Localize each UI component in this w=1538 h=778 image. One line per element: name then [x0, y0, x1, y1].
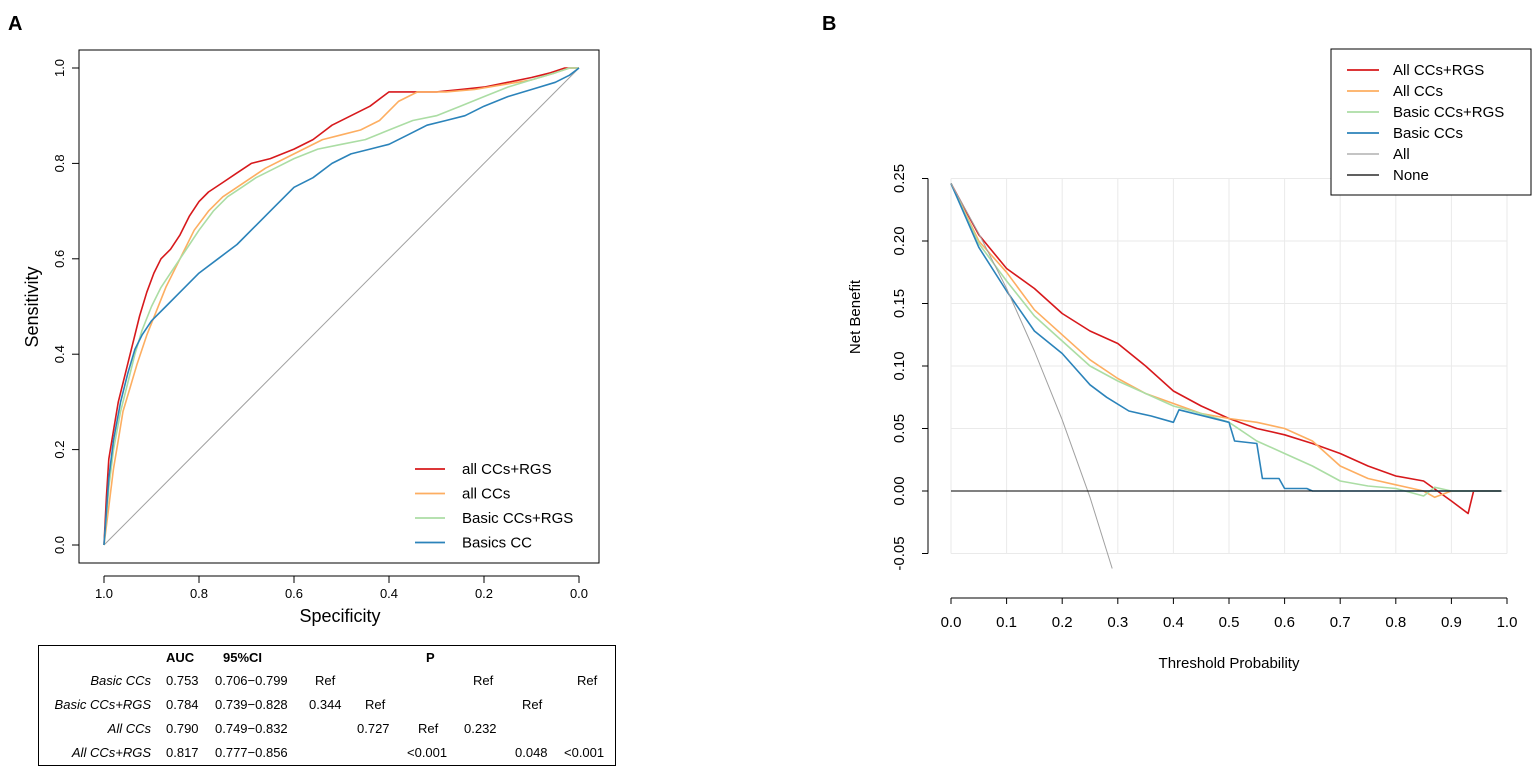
table-cell-p: Ref	[315, 673, 336, 688]
dca-y-axis: -0.05 0.00 0.05 0.10 0.15 0.20 0.25	[891, 164, 929, 571]
dca-y-tick-label: 0.05	[891, 414, 908, 443]
roc-x-tick-label: 0.0	[570, 586, 588, 601]
roc-x-tick-label: 0.8	[190, 586, 208, 601]
roc-y-axis: 0.0 0.2 0.4 0.6 0.8 1.0	[52, 59, 80, 554]
table-cell-auc: 0.784	[166, 697, 199, 712]
roc-x-tick-label: 0.2	[475, 586, 493, 601]
roc-legend-item: all CCs	[462, 486, 510, 503]
dca-series-all-ccs	[950, 183, 1502, 499]
roc-y-axis-label: Sensitivity	[22, 266, 42, 347]
table-cell-ci: 0.739−0.828	[215, 697, 288, 712]
dca-x-tick-label: 0.0	[941, 614, 962, 631]
dca-y-tick-label: 0.00	[891, 476, 908, 505]
table-cell-p: Ref	[577, 673, 598, 688]
table-cell-auc: 0.817	[166, 745, 199, 760]
roc-legend: all CCs+RGS all CCs Basic CCs+RGS Basics CC	[415, 461, 573, 552]
table-cell-auc: 0.790	[166, 721, 199, 736]
table-cell-ci: 0.749−0.832	[215, 721, 288, 736]
panel-label-b: B	[822, 13, 836, 35]
table-cell-p: Ref	[473, 673, 494, 688]
roc-x-tick-label: 1.0	[95, 586, 113, 601]
dca-series-basic-ccs-rgs	[950, 183, 1502, 497]
dca-x-tick-label: 0.1	[996, 614, 1017, 631]
roc-reference-line	[103, 67, 580, 546]
table-cell-p: 0.727	[357, 721, 390, 736]
table-header-p: P	[426, 650, 435, 665]
dca-y-tick-label: 0.15	[891, 289, 908, 318]
table-row-label: Basic CCs	[90, 673, 151, 688]
roc-series-basic-ccs-rgs	[103, 67, 579, 546]
table-cell-p: Ref	[365, 697, 386, 712]
table-cell-ci: 0.706−0.799	[215, 673, 288, 688]
dca-legend-item: Basic CCs+RGS	[1393, 104, 1504, 121]
table-cell-p: 0.232	[464, 721, 497, 736]
roc-series-all-ccs	[103, 67, 579, 546]
dca-x-tick-label: 0.6	[1274, 614, 1295, 631]
dca-y-axis-label: Net Benefit	[847, 279, 864, 354]
table-cell-p: Ref	[522, 697, 543, 712]
dca-x-tick-label: 0.8	[1385, 614, 1406, 631]
dca-x-axis: 0.0 0.1 0.2 0.3 0.4 0.5 0.6 0.7 0.8 0.9 1.0	[941, 597, 1518, 631]
dca-series-basic-ccs	[950, 183, 1502, 492]
roc-legend-item: Basic CCs+RGS	[462, 510, 573, 527]
dca-y-tick-label: 0.20	[891, 226, 908, 255]
auc-comparison-table: AUC 95%CI P Basic CCs 0.753 0.706−0.799 …	[38, 645, 616, 766]
roc-y-tick-label: 1.0	[52, 59, 67, 77]
dca-x-tick-label: 0.9	[1441, 614, 1462, 631]
table-row-label: All CCs+RGS	[71, 745, 151, 760]
table-cell-p: <0.001	[564, 745, 605, 760]
dca-x-axis-label: Threshold Probability	[1159, 655, 1300, 672]
table-cell-p: <0.001	[407, 745, 448, 760]
dca-x-tick-label: 0.4	[1163, 614, 1184, 631]
dca-legend: All CCs+RGS All CCs Basic CCs+RGS Basic CCs…	[1330, 48, 1532, 196]
roc-y-tick-label: 0.6	[52, 250, 67, 268]
roc-y-tick-label: 0.4	[52, 345, 67, 363]
dca-grid	[950, 178, 1508, 554]
roc-series-all-ccs-rgs	[103, 67, 579, 546]
dca-series-all	[950, 183, 1113, 569]
table-cell-p: 0.048	[515, 745, 548, 760]
roc-series-basics-cc	[103, 67, 580, 546]
dca-x-tick-label: 0.2	[1052, 614, 1073, 631]
dca-legend-box	[1330, 48, 1532, 196]
table-cell-p: Ref	[418, 721, 439, 736]
dca-legend-item: All	[1393, 146, 1410, 163]
dca-chart: 0.0 0.1 0.2 0.3 0.4 0.5 0.6 0.7 0.8 0.9 1.0 -0.05 0…	[847, 48, 1532, 672]
roc-y-tick-label: 0.8	[52, 154, 67, 172]
dca-legend-item: All CCs	[1393, 83, 1443, 100]
dca-x-tick-label: 0.5	[1219, 614, 1240, 631]
table-cell-ci: 0.777−0.856	[215, 745, 288, 760]
table-header-ci: 95%CI	[223, 650, 263, 665]
table-cell-auc: 0.753	[166, 673, 199, 688]
roc-x-axis-label: Specificity	[299, 606, 380, 626]
dca-legend-item: None	[1393, 167, 1429, 184]
table-cell-p: 0.344	[309, 697, 342, 712]
roc-legend-item: Basics CC	[462, 535, 532, 552]
roc-y-tick-label: 0.2	[52, 441, 67, 459]
table-row-label: All CCs	[107, 721, 151, 736]
dca-y-tick-label: -0.05	[891, 536, 908, 570]
roc-x-tick-label: 0.6	[285, 586, 303, 601]
dca-legend-item: All CCs+RGS	[1393, 62, 1484, 79]
table-row-label: Basic CCs+RGS	[54, 697, 151, 712]
roc-x-axis: 1.0 0.8 0.6 0.4 0.2 0.0	[95, 575, 588, 601]
panel-label-a: A	[8, 13, 22, 35]
roc-x-tick-label: 0.4	[380, 586, 398, 601]
table-header-auc: AUC	[166, 650, 195, 665]
dca-x-tick-label: 0.7	[1330, 614, 1351, 631]
roc-y-tick-label: 0.0	[52, 536, 67, 554]
roc-chart: 1.0 0.8 0.6 0.4 0.2 0.0 0.0 0.2 0.4 0.6 0.8 1.0 Sp…	[22, 49, 600, 626]
dca-x-tick-label: 1.0	[1497, 614, 1518, 631]
dca-y-tick-label: 0.10	[891, 351, 908, 380]
roc-legend-item: all CCs+RGS	[462, 461, 552, 478]
dca-legend-item: Basic CCs	[1393, 125, 1463, 142]
dca-y-tick-label: 0.25	[891, 164, 908, 193]
dca-x-tick-label: 0.3	[1107, 614, 1128, 631]
